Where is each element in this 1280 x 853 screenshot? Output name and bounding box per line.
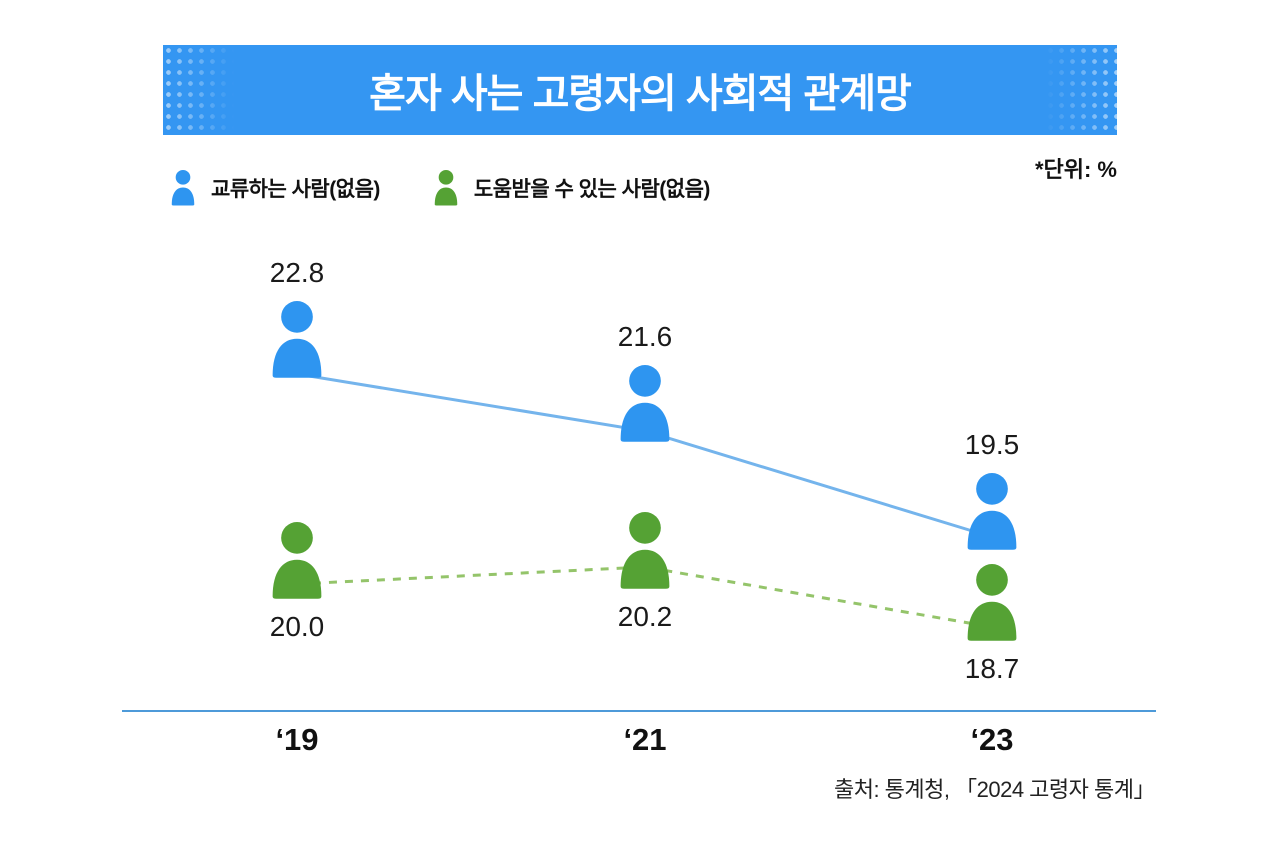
- x-axis-label-23: ‘23: [970, 722, 1014, 757]
- value-label: 21.6: [617, 321, 673, 352]
- legend-label-help: 도움받을 수 있는 사람(없음): [473, 178, 711, 201]
- data-point-help-19: 20.0: [237, 520, 357, 643]
- value-label: 20.2: [617, 601, 673, 632]
- person-icon: [434, 170, 458, 206]
- legend-item-help: 도움받을 수 있는 사람(없음): [428, 168, 710, 208]
- value-label: 19.5: [964, 429, 1020, 460]
- x-axis-label-19: ‘19: [275, 722, 319, 757]
- page-title: 혼자 사는 고령자의 사회적 관계망: [369, 72, 912, 116]
- line-series-help: [296, 565, 993, 629]
- legend-label-interact: 교류하는 사람(없음): [211, 178, 380, 201]
- person-icon: [171, 170, 195, 206]
- unit-note: *단위: %: [1034, 157, 1117, 182]
- x-axis-line: [122, 710, 1156, 712]
- person-icon: [967, 472, 1017, 550]
- data-point-interact-19: 22.8: [237, 257, 357, 381]
- person-icon: [967, 564, 1017, 641]
- data-point-interact-21: 21.6: [585, 321, 705, 445]
- x-axis-label-21: ‘21: [623, 722, 667, 757]
- value-label: 20.0: [269, 611, 325, 642]
- data-point-help-21: 20.2: [585, 510, 705, 633]
- person-icon: [272, 300, 322, 378]
- person-icon: [272, 522, 322, 599]
- halftone-pattern-left: [163, 45, 235, 135]
- legend-item-interact: 교류하는 사람(없음): [165, 168, 380, 208]
- person-icon: [620, 512, 670, 589]
- value-label: 18.7: [964, 653, 1020, 684]
- data-point-help-23: 18.7: [932, 562, 1052, 685]
- halftone-pattern-right: [1045, 45, 1117, 135]
- chart-legend: 교류하는 사람(없음) 도움받을 수 있는 사람(없음): [165, 168, 710, 208]
- title-banner: 혼자 사는 고령자의 사회적 관계망: [163, 45, 1117, 135]
- data-point-interact-23: 19.5: [932, 429, 1052, 553]
- value-label: 22.8: [269, 257, 325, 288]
- person-icon: [620, 364, 670, 442]
- source-note: 출처: 통계청, 「2024 고령자 통계」: [833, 777, 1156, 802]
